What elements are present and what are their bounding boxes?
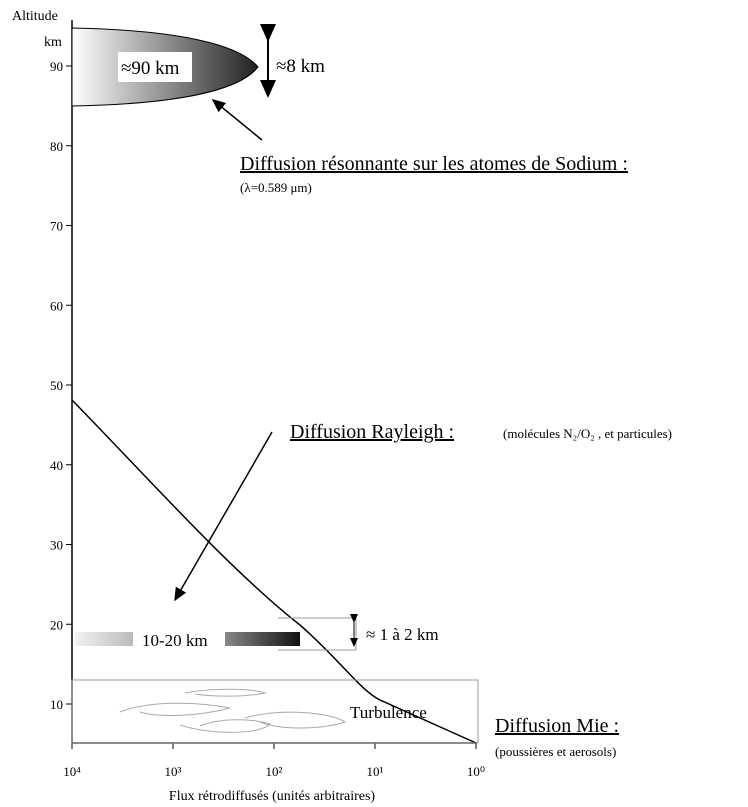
rayleigh-subtitle: (molécules N₂/O₂ , et particules)	[503, 426, 672, 441]
x-ticks: 10⁴ 10³ 10² 10¹ 10⁰	[63, 743, 485, 779]
sodium-thickness: ≈8 km	[276, 56, 325, 77]
arrow	[211, 99, 263, 141]
y-ticks: 10 20 30 40 50 60 70 80 90	[50, 59, 72, 712]
layer-left	[75, 632, 133, 646]
x-tick-label: 10¹	[367, 764, 384, 779]
mie-title: Diffusion Mie :	[495, 715, 619, 737]
y-tick-label: 80	[50, 139, 63, 154]
arrow	[174, 431, 273, 602]
x-tick-label: 10³	[165, 764, 182, 779]
y-tick-label: 70	[50, 219, 63, 234]
mie-subtitle: (poussières et aerosols)	[495, 744, 616, 759]
y-tick-label: 90	[50, 59, 63, 74]
label-bg	[118, 52, 192, 82]
layer-right	[225, 632, 300, 646]
y-tick-label: 50	[50, 378, 63, 393]
axis-unit: km	[44, 35, 62, 50]
swirls	[119, 688, 347, 733]
turbulence-box	[71, 679, 479, 744]
x-tick-label: 10⁰	[467, 764, 485, 779]
x-label: Flux rétrodiffusés (unités arbitraires)	[169, 789, 376, 804]
y-tick-label: 10	[50, 697, 63, 712]
sodium-title: Diffusion résonnante sur les atomes de S…	[240, 153, 628, 175]
rayleigh-layer: 10-20 km	[142, 631, 208, 650]
y-tick-label: 60	[50, 298, 63, 313]
x-tick-label: 10²	[266, 764, 283, 779]
rayleigh-curve	[71, 399, 477, 744]
y-tick-label: 40	[50, 458, 63, 473]
x-tick-label: 10⁴	[63, 764, 81, 779]
sodium-label: ≈90 km	[121, 58, 180, 79]
y-tick-label: 20	[50, 617, 63, 632]
rayleigh-thickness: ≈ 1 à 2 km	[366, 625, 439, 644]
turbulence-label: Turbulence	[350, 703, 427, 722]
rayleigh-title: Diffusion Rayleigh :	[290, 421, 454, 443]
y-tick-label: 30	[50, 538, 63, 553]
axis-title: Altitude	[12, 9, 58, 24]
sodium-subtitle: (λ=0.589 μm)	[240, 180, 312, 195]
